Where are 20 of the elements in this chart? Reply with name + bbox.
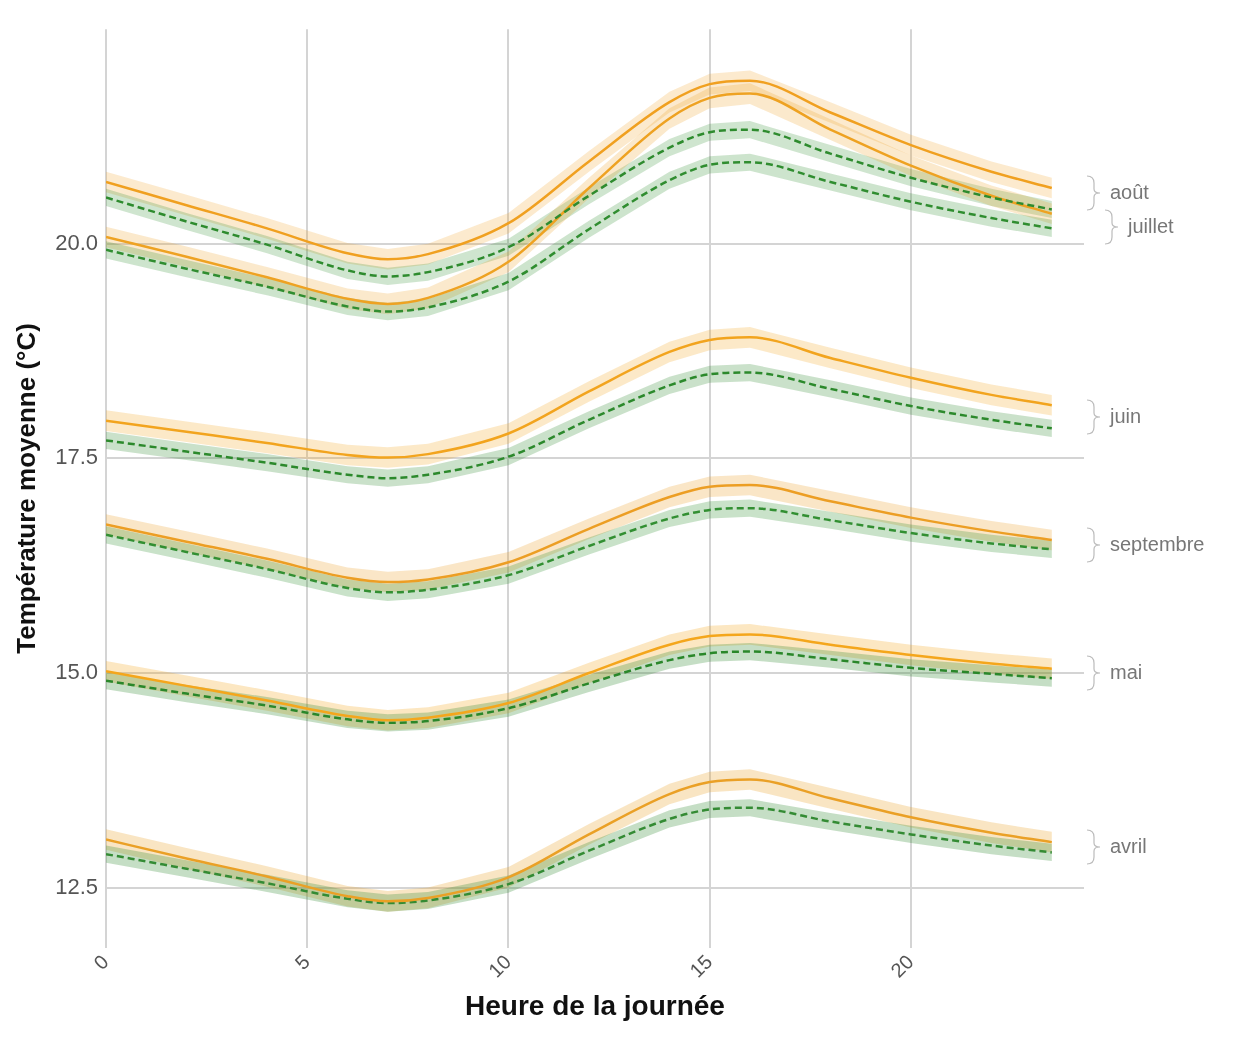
line-series — [106, 650, 1054, 725]
line-series — [106, 633, 1054, 722]
y-tick-label: 12.5 — [55, 873, 99, 899]
y-tick-label: 17.5 — [55, 444, 99, 470]
y-tick-label: 20.0 — [55, 229, 99, 255]
x-tick-label: 5 — [290, 950, 314, 974]
text: septembre — [1110, 532, 1205, 556]
text: avril — [1110, 835, 1147, 859]
x-tick-label: 0 — [89, 950, 113, 974]
x-axis-title: Heure de la journée — [465, 989, 725, 1021]
y-tick-label: 15.0 — [55, 659, 99, 685]
text: août — [1110, 180, 1149, 204]
x-tick-label: 15 — [685, 950, 717, 982]
x-tick-label: 20 — [886, 950, 918, 982]
line-series — [106, 483, 1054, 584]
text: mai — [1110, 661, 1143, 685]
text: juillet — [1128, 215, 1174, 239]
y-axis-title: Température moyenne (°C) — [10, 323, 41, 654]
x-tick-label: 10 — [483, 950, 516, 982]
text: juin — [1110, 404, 1142, 428]
